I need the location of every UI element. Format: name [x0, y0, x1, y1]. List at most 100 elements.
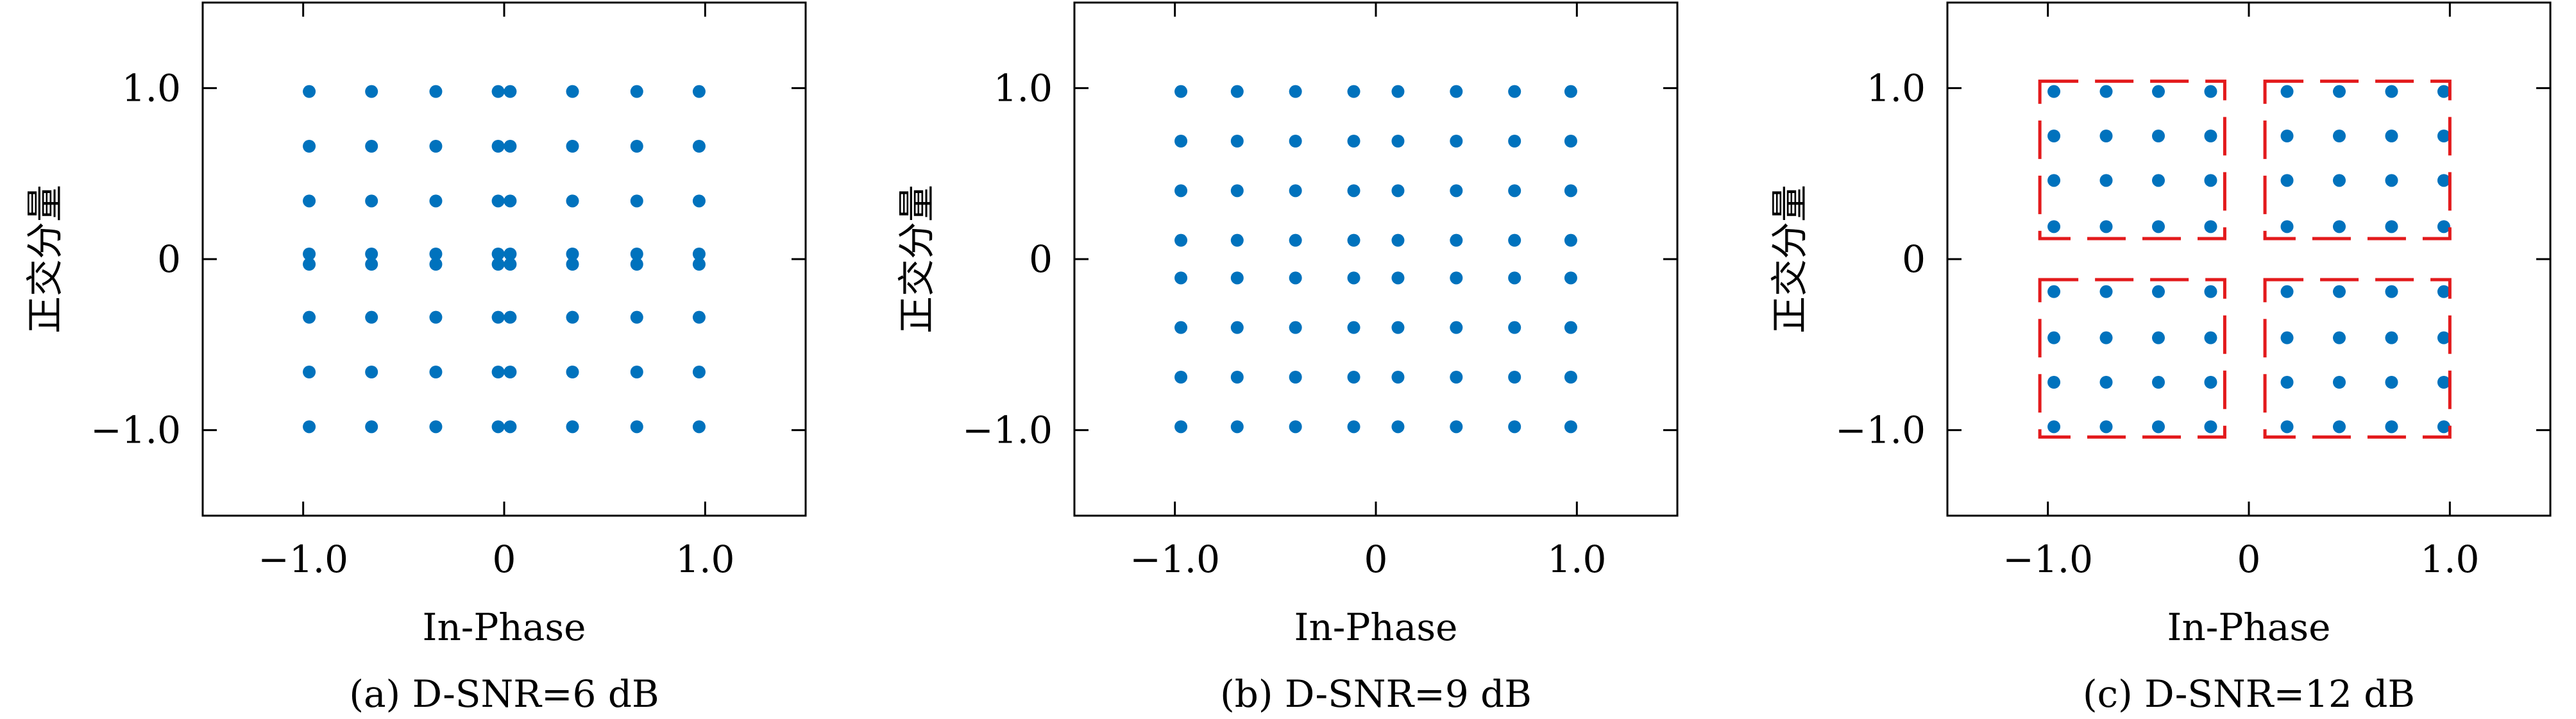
constellation-point [1564, 420, 1577, 434]
constellation-point [1564, 271, 1577, 285]
constellation-point [429, 420, 443, 434]
constellation-point [1230, 85, 1244, 98]
x-tick-label: 1.0 [1547, 537, 1606, 581]
constellation-point [2437, 331, 2450, 344]
y-tick-label: 0 [1029, 237, 1053, 281]
constellation-point [303, 85, 316, 98]
constellation-point [491, 258, 505, 271]
constellation-point [2204, 85, 2217, 98]
constellation-point [2047, 331, 2061, 344]
group-box [2038, 278, 2226, 439]
constellation-point [2333, 85, 2346, 98]
constellation-point [692, 194, 706, 208]
constellation-point [2152, 130, 2165, 142]
constellation-point [491, 310, 505, 324]
constellation-point [630, 85, 643, 98]
constellation-point [2047, 130, 2061, 142]
constellation-point [1391, 321, 1405, 334]
constellation-point [1391, 233, 1405, 247]
constellation-point [504, 140, 517, 153]
constellation-point [2437, 85, 2450, 98]
x-axis-label: In-Phase [1294, 605, 1458, 649]
constellation-point [1230, 420, 1244, 434]
panel-caption: (a) D-SNR=6 dB [349, 672, 659, 716]
constellation-point [2280, 331, 2294, 344]
constellation-point [1347, 184, 1360, 198]
constellation-point [2333, 130, 2346, 142]
constellation-point [429, 258, 443, 271]
constellation-point [2385, 130, 2398, 142]
constellation-point [1289, 420, 1302, 434]
plot-frame [1073, 1, 1679, 517]
constellation-point [2204, 420, 2217, 434]
constellation-point [2204, 285, 2217, 298]
constellation-point [1230, 233, 1244, 247]
constellation-point [692, 366, 706, 378]
constellation-point [504, 366, 517, 378]
constellation-point [303, 248, 316, 260]
constellation-point [1230, 135, 1244, 148]
constellation-point [630, 420, 643, 434]
constellation-point [630, 194, 643, 208]
constellation-point [2333, 331, 2346, 344]
constellation-point [2047, 85, 2061, 98]
constellation-point [2152, 220, 2165, 233]
constellation-point [2099, 85, 2113, 98]
constellation-point [2204, 376, 2217, 389]
constellation-point [2385, 420, 2398, 434]
constellation-point [2047, 420, 2061, 434]
constellation-point [2099, 285, 2113, 298]
constellation-point [504, 258, 517, 271]
constellation-point [2333, 220, 2346, 233]
constellation-point [1450, 233, 1463, 247]
constellation-point [2333, 376, 2346, 389]
constellation-point [566, 140, 579, 153]
constellation-point [365, 140, 378, 153]
constellation-point [1564, 135, 1577, 148]
constellation-point [1230, 371, 1244, 384]
constellation-point [491, 248, 505, 260]
constellation-point [1347, 233, 1360, 247]
constellation-point [2280, 420, 2294, 434]
y-axis-label: 正交分量 [1768, 185, 1811, 334]
constellation-point [2152, 285, 2165, 298]
constellation-point [2099, 220, 2113, 233]
x-axis-label: In-Phase [423, 605, 586, 649]
constellation-point [1450, 85, 1463, 98]
constellation-point [1564, 371, 1577, 384]
constellation-point [1347, 271, 1360, 285]
constellation-point [1347, 321, 1360, 334]
constellation-point [2437, 376, 2450, 389]
constellation-point [504, 85, 517, 98]
constellation-point [2099, 331, 2113, 344]
constellation-point [1174, 420, 1188, 434]
constellation-point [1230, 184, 1244, 198]
constellation-point [491, 140, 505, 153]
constellation-point [1391, 184, 1405, 198]
constellation-point [2385, 376, 2398, 389]
constellation-points [1174, 85, 1577, 434]
constellation-point [1289, 371, 1302, 384]
constellation-point [2204, 331, 2217, 344]
y-tick-label: 0 [1902, 237, 1926, 281]
constellation-point [1391, 371, 1405, 384]
constellation-point [303, 140, 316, 153]
constellation-point [1174, 271, 1188, 285]
constellation-point [2204, 130, 2217, 142]
constellation-point [303, 310, 316, 324]
constellation-point [2047, 376, 2061, 389]
constellation-point [504, 420, 517, 434]
constellation-point [491, 366, 505, 378]
constellation-point [566, 85, 579, 98]
panel-a: −1.0 0 1.0 −1.0 0 1.0 In-Phase 正交分量 (a) D-SNR… [23, 1, 807, 716]
constellation-point [1508, 420, 1521, 434]
constellation-point [692, 258, 706, 271]
constellation-point [1508, 184, 1521, 198]
y-tick-label: 1.0 [1867, 66, 1926, 110]
constellation-point [2152, 420, 2165, 434]
constellation-point [630, 140, 643, 153]
constellation-point [504, 194, 517, 208]
constellation-point [2204, 174, 2217, 187]
constellation-point [2385, 220, 2398, 233]
